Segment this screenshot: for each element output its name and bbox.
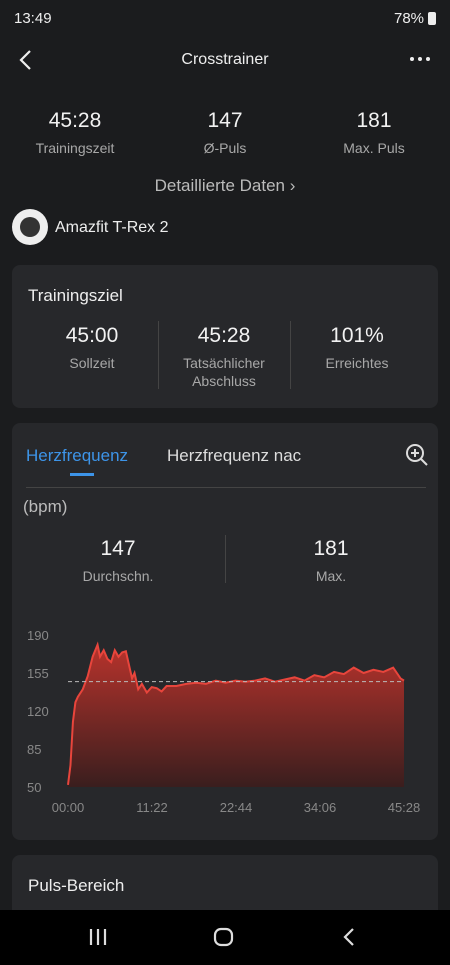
goal-card: Trainingsziel 45:00 Sollzeit 45:28 Tatsächl… (12, 265, 438, 408)
stat-value: 45:00 (65, 324, 119, 347)
stat-value: 101% (330, 324, 384, 347)
stat-value: 147 (100, 537, 136, 560)
stat-label: Max. Puls (343, 140, 405, 156)
stat: 101% Erreichtes (297, 324, 417, 372)
x-tick-label: 45:28 (388, 800, 421, 815)
header-title: Crosstrainer (181, 51, 269, 68)
details-text: Detaillierte Daten (154, 176, 285, 195)
stat: 181 Max. (261, 537, 401, 585)
status-battery: 78% (394, 10, 425, 27)
stat: 45:28 Trainingszeit (10, 109, 140, 157)
unit: (bpm) (23, 497, 68, 516)
nav-bar (0, 910, 450, 965)
divider (158, 321, 159, 389)
tab-indicator (70, 473, 94, 476)
stat-label: Max. (315, 568, 347, 584)
y-tick-label: 85 (27, 742, 41, 757)
stat-label: Trainingszeit (35, 140, 115, 156)
heart-rate-chart: 50 85 120 155 190 00:00 11:22 22:44 34:06 45:28 (27, 628, 421, 815)
stat-label: Ø-Puls (203, 140, 247, 156)
status-time: 13:49 (14, 10, 52, 27)
back-button[interactable] (14, 48, 38, 72)
stat-label: Sollzeit (69, 355, 115, 371)
stat-value: 147 (207, 109, 243, 132)
zoom-button[interactable] (405, 443, 429, 467)
stat: 45:28 Tatsächlicher Abschluss (164, 324, 284, 390)
stat-label: Erreichtes (325, 355, 389, 371)
y-tick-label: 190 (27, 628, 49, 643)
stat-label: Tatsächlicher Abschluss (183, 355, 265, 389)
divider (290, 321, 291, 389)
device-name: Amazfit T-Rex 2 (55, 219, 169, 236)
y-tick-label: 50 (27, 780, 41, 795)
x-tick-label: 11:22 (136, 800, 168, 815)
y-tick-label: 120 (27, 704, 49, 719)
device-icon (12, 209, 48, 245)
stat: 45:00 Sollzeit (32, 324, 152, 372)
x-tick-label: 00:00 (52, 800, 85, 815)
stat-value: 181 (313, 537, 349, 560)
details-link[interactable]: Detaillierte Daten › (154, 176, 296, 195)
divider (225, 535, 226, 583)
area (68, 644, 404, 787)
stat-value: 181 (356, 109, 392, 132)
stat-value: 45:28 (48, 109, 102, 132)
more-button[interactable] (408, 54, 432, 64)
goal-title: Trainingsziel (28, 286, 123, 305)
stat: 181 Max. Puls (309, 109, 439, 157)
stat: 147 Durchschn. (48, 537, 188, 585)
tab[interactable]: Herzfrequenz nac (167, 446, 302, 465)
battery-icon (428, 12, 436, 25)
x-tick-label: 34:06 (304, 800, 337, 815)
divider (26, 487, 426, 488)
x-tick-label: 22:44 (220, 800, 253, 815)
tab-active[interactable]: Herzfrequenz (26, 446, 129, 465)
section-title: Puls-Bereich (28, 876, 125, 895)
stat-value: 45:28 (197, 324, 251, 347)
y-tick-label: 155 (27, 666, 49, 681)
stat: 147 Ø-Puls (160, 109, 290, 157)
stat-label: Durchschn. (82, 568, 154, 584)
line (67, 641, 405, 785)
